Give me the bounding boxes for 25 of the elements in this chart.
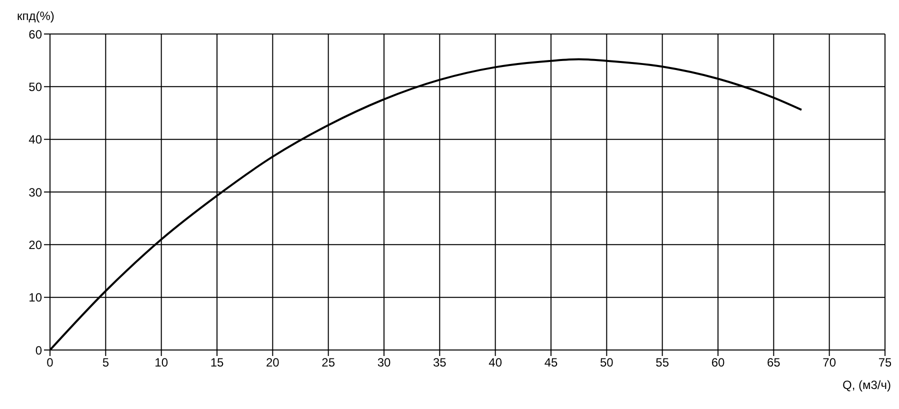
y-tick-label: 30 bbox=[28, 185, 42, 200]
y-tick-label: 0 bbox=[35, 343, 42, 358]
x-tick-label: 55 bbox=[656, 356, 670, 370]
x-tick-label: 20 bbox=[266, 356, 280, 370]
y-tick-label: 40 bbox=[28, 132, 42, 147]
x-tick-label: 25 bbox=[322, 356, 336, 370]
y-tick-label: 20 bbox=[28, 238, 42, 252]
y-axis-title: кпд(%) bbox=[17, 9, 54, 23]
y-tick-label: 60 bbox=[28, 27, 42, 42]
x-tick-label: 5 bbox=[102, 356, 110, 370]
x-tick-label: 30 bbox=[377, 356, 391, 370]
x-tick-label: 60 bbox=[711, 356, 725, 370]
x-axis-title: Q, (м3/ч) bbox=[842, 378, 891, 392]
x-tick-label: 35 bbox=[432, 356, 447, 370]
x-tick-label: 15 bbox=[210, 356, 224, 370]
x-tick-label: 40 bbox=[488, 356, 502, 370]
x-tick-label: 0 bbox=[46, 356, 54, 370]
y-tick-label: 10 bbox=[28, 290, 42, 305]
y-tick-label: 50 bbox=[28, 80, 42, 94]
x-tick-label: 75 bbox=[878, 356, 892, 370]
x-tick-label: 65 bbox=[766, 356, 781, 370]
x-tick-label: 45 bbox=[544, 356, 558, 370]
x-tick-label: 50 bbox=[600, 356, 614, 370]
x-tick-label: 10 bbox=[154, 356, 168, 370]
x-tick-label: 70 bbox=[822, 356, 836, 370]
